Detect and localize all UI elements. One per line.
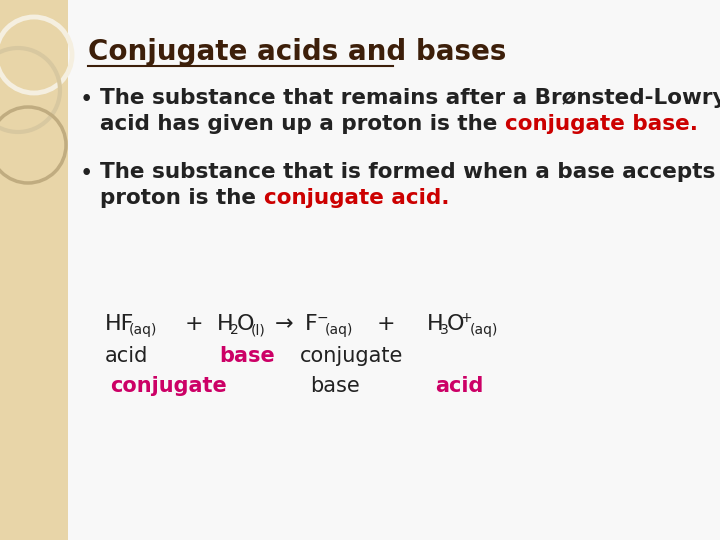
Text: conjugate base.: conjugate base.: [505, 114, 698, 134]
Text: HF: HF: [105, 314, 135, 334]
Text: proton is the: proton is the: [100, 188, 264, 208]
Text: H: H: [427, 314, 444, 334]
Text: H: H: [217, 314, 233, 334]
Text: conjugate: conjugate: [110, 376, 227, 396]
Text: base: base: [219, 346, 275, 366]
Text: conjugate acid.: conjugate acid.: [264, 188, 449, 208]
Text: base: base: [310, 376, 360, 396]
Text: O: O: [447, 314, 464, 334]
Text: (l): (l): [251, 323, 266, 337]
Text: conjugate: conjugate: [300, 346, 403, 366]
Text: +: +: [185, 314, 204, 334]
Text: O: O: [237, 314, 254, 334]
Text: (aq): (aq): [129, 323, 158, 337]
Text: →: →: [275, 314, 294, 334]
Text: 2: 2: [230, 323, 239, 337]
Text: (aq): (aq): [325, 323, 354, 337]
Text: +: +: [377, 314, 395, 334]
Text: +: +: [461, 311, 472, 325]
Text: •: •: [80, 88, 94, 111]
Text: 3: 3: [440, 323, 449, 337]
Text: acid: acid: [435, 376, 483, 396]
Text: (aq): (aq): [470, 323, 498, 337]
Text: Conjugate acids and bases: Conjugate acids and bases: [88, 38, 506, 66]
Text: The substance that remains after a Brønsted-Lowry: The substance that remains after a Brøns…: [100, 88, 720, 108]
Text: acid: acid: [105, 346, 148, 366]
Text: •: •: [80, 162, 94, 185]
Bar: [0, 0, 68, 540]
Text: acid has given up a proton is the: acid has given up a proton is the: [100, 114, 505, 134]
Text: F: F: [305, 314, 318, 334]
Text: The substance that is formed when a base accepts a: The substance that is formed when a base…: [100, 162, 720, 182]
Text: −: −: [317, 311, 328, 325]
